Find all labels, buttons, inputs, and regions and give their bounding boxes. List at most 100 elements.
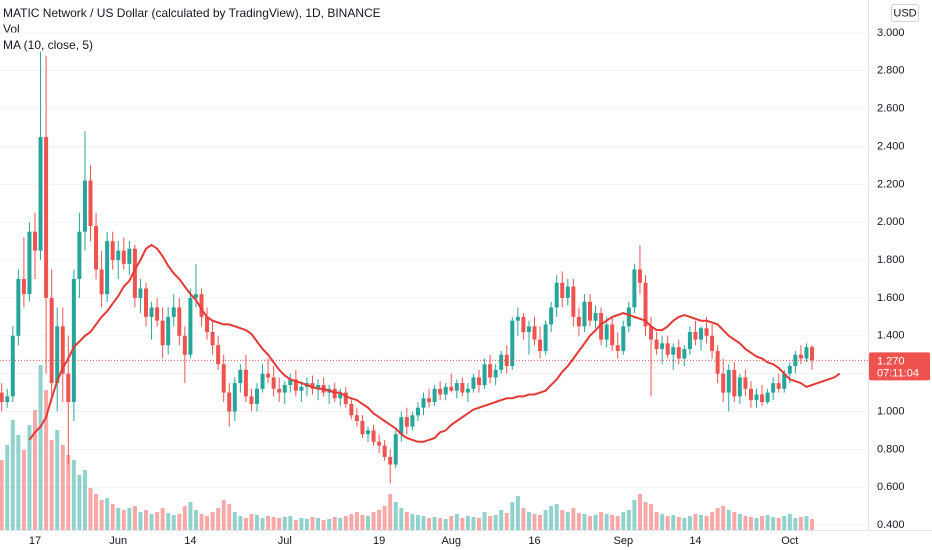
candle-body [560,282,565,298]
volume-bar [160,508,165,530]
volume-bar [271,517,276,530]
candle-body [493,369,498,378]
volume-legend: Vol [3,22,20,36]
candle-body [27,231,32,295]
volume-bar [199,514,204,530]
volume-bar [343,516,348,530]
x-tick-label: 16 [528,535,540,547]
volume-bar [388,494,393,530]
y-tick-label: 1.000 [877,405,905,417]
candle-body [715,350,720,374]
volume-bar [599,512,604,530]
candle-body [388,456,393,465]
candle-body [138,288,143,298]
volume-bar [737,514,742,530]
volume-bar [0,460,4,530]
volume-bar [332,517,337,530]
volume-bar [116,508,121,530]
volume-bar [60,445,65,530]
overlays [0,243,868,443]
candle-body [776,383,781,389]
candle-body [193,294,198,298]
volume-bar [760,516,765,530]
candle-body [660,343,665,350]
volume-bar [632,500,637,530]
volume-bar [243,518,248,530]
volume-bar [565,512,570,530]
volume-bar [621,512,626,530]
candle-body [38,137,43,251]
candle-body [499,354,504,370]
volume-bar [526,512,531,530]
candle-body [765,392,770,403]
candle-body [810,347,814,361]
volume-bar [488,516,493,530]
volume-bar [710,512,715,530]
candle-body [687,332,692,350]
currency[interactable]: USD [893,7,916,19]
x-tick-label: 19 [373,535,385,547]
volume-bar [255,515,259,530]
candle-body [748,388,753,401]
x-tick-label: Sep [614,535,634,547]
y-tick-label: 0.800 [877,443,905,455]
candle-body [693,332,698,340]
candle-body [515,316,520,321]
candle-body [116,250,121,261]
x-tick-label: 14 [184,535,196,547]
volume-bar [304,519,309,530]
candle-body [710,335,715,351]
volume-bar [144,510,148,530]
currency-box[interactable] [891,4,919,22]
volume-bar [415,515,420,530]
candle-body [382,445,387,457]
candle-body [88,180,93,227]
volume-bar [482,512,487,530]
volume-bar [221,500,226,530]
volume-bar [704,516,709,530]
volume-bar [687,516,692,530]
volume-bar [637,494,642,530]
x-tick-label: 17 [29,535,41,547]
candle-body [232,383,237,412]
volume-bar [288,516,293,530]
volume-bar [671,515,676,530]
volume-bar [166,513,171,530]
volume-bar [193,510,198,530]
candle-body [704,328,709,336]
candle-body [699,328,703,340]
candle-body [510,320,515,367]
volume-bar [449,516,454,530]
volume-bar [810,519,814,530]
volume-bar [649,504,654,530]
candle-body [33,231,37,251]
candle-body [782,373,787,389]
volume-bar [604,514,609,530]
volume-bar [132,506,137,530]
candle-body [526,326,531,333]
candle-body [266,373,271,378]
last-price-box [869,352,930,381]
y-tick-label: 0.400 [877,519,905,531]
candle-body [626,307,631,327]
volume-bar [316,518,321,530]
ma-line [28,243,841,443]
candle-body [94,226,99,270]
candle-body [127,248,132,264]
candle-body [632,269,637,308]
candle-body [787,366,792,374]
candle-body [488,364,493,378]
candle-body [288,379,293,386]
candle-body [798,354,803,359]
volume-bar [94,494,99,530]
candle-body [449,386,454,391]
candle-body [460,383,465,393]
volume-bar [549,506,554,530]
candle-body [804,347,809,359]
candle-body [377,441,382,446]
candle-body [282,385,287,393]
volume-bar [743,516,748,530]
last-price-label: 1.270 [877,355,905,367]
volume-bar [360,515,365,530]
volume-bar [249,514,254,530]
